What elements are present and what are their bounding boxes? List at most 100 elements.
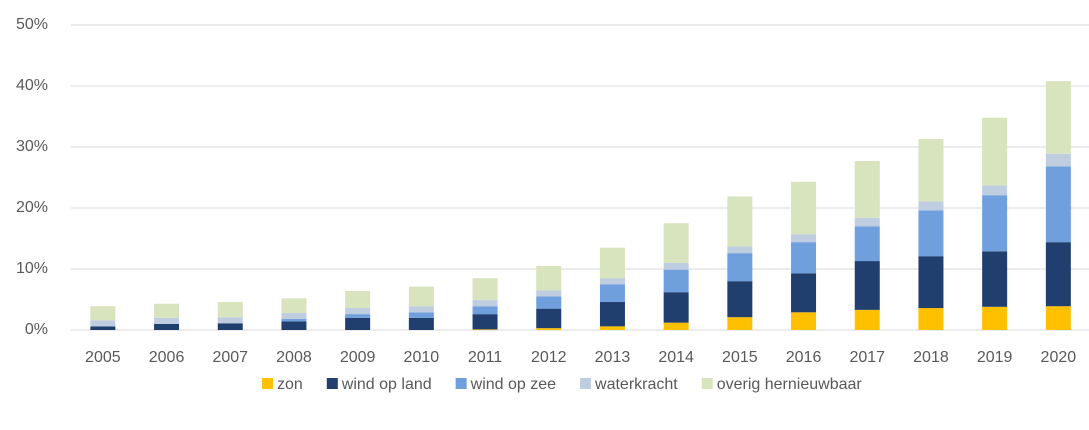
y-tick-label: 0% [25,321,48,338]
bar-segment [345,314,371,318]
legend-label: wind op zee [470,376,556,393]
bar-segment [536,296,562,309]
legend-swatch [326,378,338,389]
bar-segment [599,301,625,327]
bar-segment [536,290,562,297]
bar-segment [982,195,1008,252]
bar-segment [90,326,116,330]
bar-segment [408,306,434,313]
bar-segment [408,317,434,330]
legend-swatch [701,378,713,389]
bar-segment [918,139,944,202]
bar-segment [663,269,689,293]
bar-segment [918,308,944,330]
x-tick-label: 2019 [977,349,1013,366]
bar-segment [154,303,180,318]
bar-segment [918,210,944,257]
x-tick-label: 2018 [913,349,949,366]
bar-segment [281,319,307,322]
bar-segment [154,317,180,324]
bar-segment [918,256,944,309]
x-tick-label: 2016 [786,349,822,366]
bar-segment [663,223,689,263]
bar-segment [727,196,753,247]
legend-swatch [262,378,273,389]
bar-segment [536,265,562,291]
x-tick-label: 2008 [276,349,312,366]
bar-segment [408,312,434,318]
bar-segment [982,251,1008,307]
y-tick-label: 10% [16,260,48,277]
bar-segment [281,321,307,330]
bar-segment [599,326,625,330]
bar-segment [854,217,880,227]
x-tick-label: 2009 [340,349,376,366]
legend-label: waterkracht [594,376,678,393]
legend-label: overig hernieuwbaar [717,376,863,393]
bar-segment [1045,166,1071,243]
bar-segment [727,317,753,330]
y-tick-label: 50% [16,16,48,33]
bar-segment [536,308,562,329]
bar-segment [727,253,753,282]
x-tick-label: 2013 [595,349,631,366]
y-tick-label: 40% [16,77,48,94]
bar-segment [1045,153,1071,167]
bar-segment [472,329,498,330]
bar-segment [663,322,689,330]
bar-segment [472,300,498,307]
bar-segment [791,234,817,243]
bar-segment [854,161,880,218]
x-tick-label: 2011 [468,349,503,366]
bar-segment [345,290,371,309]
y-tick-label: 30% [16,138,48,155]
bar-segment [791,312,817,330]
bar-segment [727,281,753,318]
bar-segment [281,312,307,320]
x-tick-label: 2006 [149,349,185,366]
bar-segment [791,273,817,313]
bar-segment [599,284,625,302]
x-tick-label: 2015 [722,349,758,366]
bar-segment [281,298,307,313]
bar-segment [472,314,498,330]
bar-segment [982,117,1008,186]
bar-segment [599,278,625,285]
bar-segment [854,261,880,310]
y-tick-label: 20% [16,199,48,216]
legend-label: wind op land [341,376,432,393]
bar-segment [982,306,1008,330]
bar-segment [663,262,689,270]
bar-segment [217,317,243,324]
bar-segment [217,323,243,330]
bar-segment [1045,242,1071,307]
bar-segment [90,306,116,321]
bar-segment [345,308,371,315]
x-tick-label: 2010 [404,349,440,366]
bar-segment [791,242,817,274]
bar-segment [217,301,243,318]
bar-segment [854,226,880,262]
x-tick-label: 2020 [1041,349,1077,366]
bar-segment [918,201,944,211]
x-tick-label: 2014 [658,349,694,366]
bar-segment [536,328,562,330]
bar-segment [408,286,434,307]
bar-segment [982,185,1008,196]
legend-label: zon [277,376,303,393]
x-tick-label: 2005 [85,349,121,366]
bar-segment [1045,81,1071,154]
bar-segment [791,181,817,235]
bar-segment [727,246,753,254]
legend-swatch [455,378,467,389]
legend-swatch [580,378,592,389]
bar-segment [1045,306,1071,330]
bar-segment [345,317,371,330]
bar-segment [599,247,625,279]
bar-segment [472,306,498,315]
bar-segment [90,320,116,327]
bar-segment [472,278,498,301]
bar-segment [854,309,880,330]
bar-segment [663,292,689,323]
